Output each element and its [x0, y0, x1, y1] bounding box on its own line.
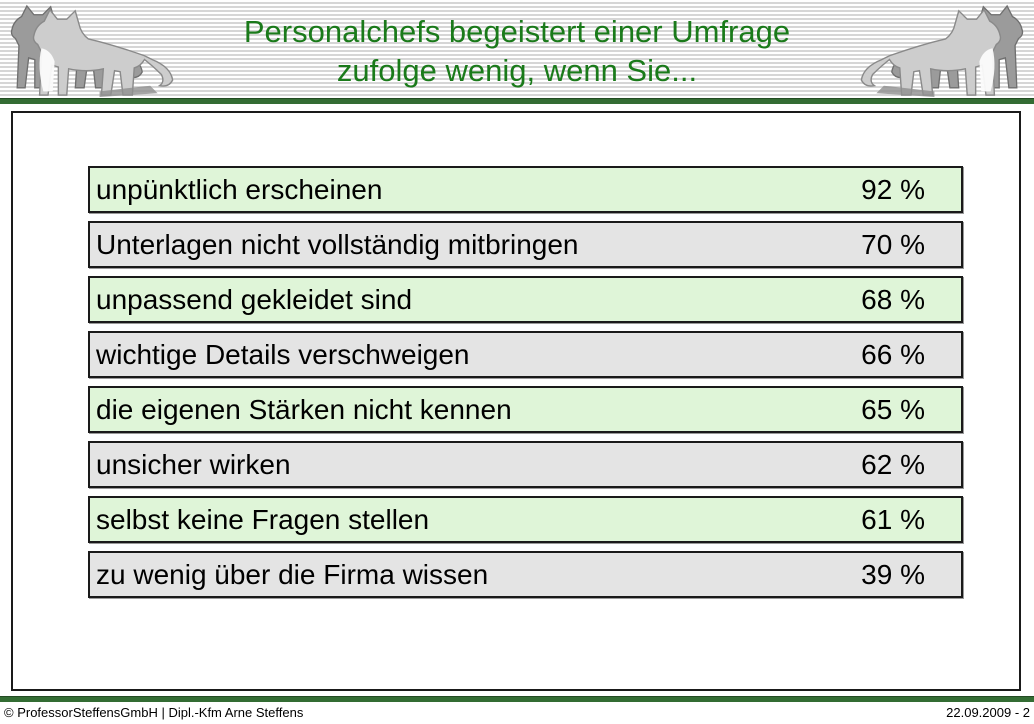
row-label: selbst keine Fragen stellen — [96, 503, 430, 535]
table-row: unpassend gekleidet sind 68 % — [88, 276, 963, 323]
table-row: zu wenig über die Firma wissen 39 % — [88, 551, 963, 598]
row-value: 65 % — [861, 393, 925, 425]
table-row: unsicher wirken 62 % — [88, 441, 963, 488]
row-label: wichtige Details verschweigen — [96, 338, 470, 370]
row-label: die eigenen Stärken nicht kennen — [96, 393, 512, 425]
row-value: 62 % — [861, 448, 925, 480]
row-value: 66 % — [861, 338, 925, 370]
row-value: 61 % — [861, 503, 925, 535]
row-value: 70 % — [861, 228, 925, 260]
row-value: 68 % — [861, 283, 925, 315]
slide-title-line2: zufolge wenig, wenn Sie... — [336, 53, 698, 88]
row-label: zu wenig über die Firma wissen — [96, 558, 489, 590]
table-row: unpünktlich erscheinen 92 % — [88, 166, 963, 213]
footer-date-page: 22.09.2009 - 2 — [946, 705, 1030, 720]
slide-footer: © ProfessorSteffensGmbH | Dipl.-Kfm Arne… — [0, 701, 1034, 724]
row-label: unsicher wirken — [96, 448, 291, 480]
survey-results-table: unpünktlich erscheinen 92 % Unterlagen n… — [88, 166, 963, 606]
table-row: Unterlagen nicht vollständig mitbringen … — [88, 221, 963, 268]
slide-title-line1: Personalchefs begeistert einer Umfrage — [243, 14, 791, 49]
row-value: 39 % — [861, 558, 925, 590]
two-cats-logo-left-icon — [10, 4, 174, 97]
footer-divider-bar — [0, 696, 1034, 702]
slide-header: Personalchefs begeistert einer Umfrage z… — [0, 0, 1034, 98]
row-value: 92 % — [861, 173, 925, 205]
table-row: wichtige Details verschweigen 66 % — [88, 331, 963, 378]
table-row: die eigenen Stärken nicht kennen 65 % — [88, 386, 963, 433]
row-label: Unterlagen nicht vollständig mitbringen — [96, 228, 579, 260]
footer-copyright: © ProfessorSteffensGmbH | Dipl.-Kfm Arne… — [4, 705, 304, 720]
row-label: unpassend gekleidet sind — [96, 283, 413, 315]
slide-body: unpünktlich erscheinen 92 % Unterlagen n… — [11, 111, 1021, 691]
slide-title: Personalchefs begeistert einer Umfrage z… — [185, 12, 849, 90]
table-row: selbst keine Fragen stellen 61 % — [88, 496, 963, 543]
row-label: unpünktlich erscheinen — [96, 173, 383, 205]
header-divider-bar — [0, 98, 1034, 104]
two-cats-logo-right-icon — [860, 4, 1024, 97]
